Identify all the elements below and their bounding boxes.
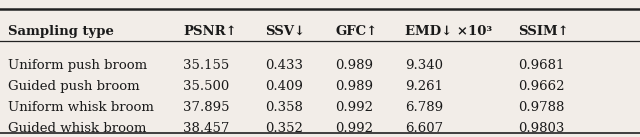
Text: Guided push broom: Guided push broom — [8, 80, 140, 93]
Text: GFC↑: GFC↑ — [335, 25, 377, 38]
Text: Uniform push broom: Uniform push broom — [8, 59, 147, 72]
Text: Sampling type: Sampling type — [8, 25, 114, 38]
Text: 0.9681: 0.9681 — [518, 59, 564, 72]
Text: 0.989: 0.989 — [335, 59, 373, 72]
Text: Guided whisk broom: Guided whisk broom — [8, 122, 147, 135]
Text: EMD↓ ×10³: EMD↓ ×10³ — [405, 25, 492, 38]
Text: 9.261: 9.261 — [405, 80, 443, 93]
Text: 0.9803: 0.9803 — [518, 122, 564, 135]
Text: 6.789: 6.789 — [405, 101, 443, 114]
Text: 37.895: 37.895 — [183, 101, 230, 114]
Text: 35.500: 35.500 — [183, 80, 229, 93]
Text: 0.358: 0.358 — [265, 101, 303, 114]
Text: 9.340: 9.340 — [405, 59, 443, 72]
Text: 0.409: 0.409 — [265, 80, 303, 93]
Text: 35.155: 35.155 — [183, 59, 229, 72]
Text: 0.992: 0.992 — [335, 122, 373, 135]
Text: 0.9662: 0.9662 — [518, 80, 564, 93]
Text: 0.352: 0.352 — [265, 122, 303, 135]
Text: PSNR↑: PSNR↑ — [183, 25, 237, 38]
Text: 0.992: 0.992 — [335, 101, 373, 114]
Text: 0.989: 0.989 — [335, 80, 373, 93]
Text: SSV↓: SSV↓ — [265, 25, 305, 38]
Text: 38.457: 38.457 — [183, 122, 229, 135]
Text: SSIM↑: SSIM↑ — [518, 25, 569, 38]
Text: Uniform whisk broom: Uniform whisk broom — [8, 101, 154, 114]
Text: 0.9788: 0.9788 — [518, 101, 564, 114]
Text: 6.607: 6.607 — [405, 122, 443, 135]
Text: 0.433: 0.433 — [265, 59, 303, 72]
